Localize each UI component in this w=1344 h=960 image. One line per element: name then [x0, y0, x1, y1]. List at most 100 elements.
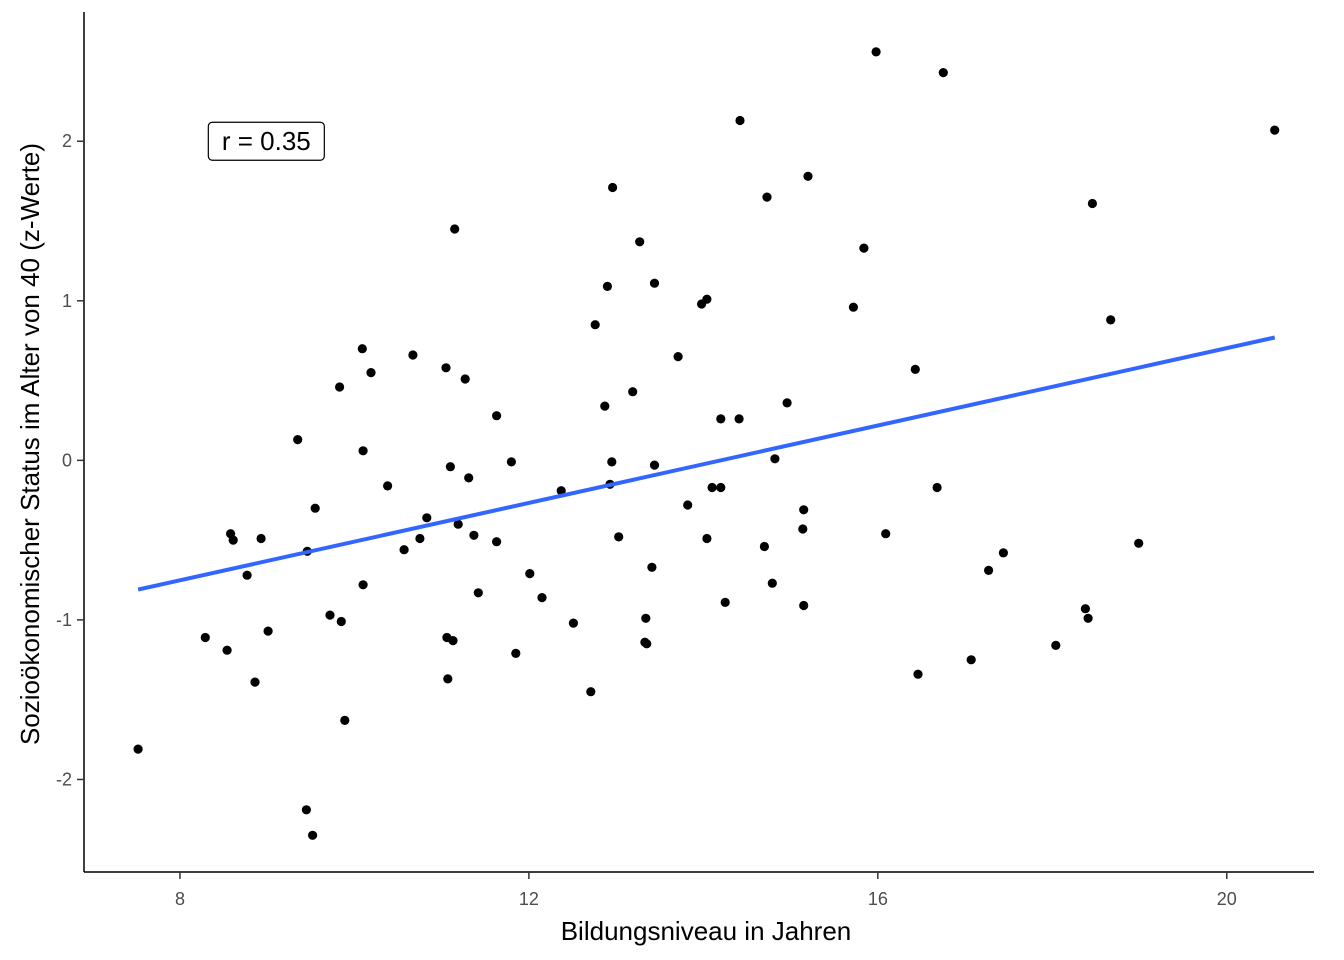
x-tick-label: 16 — [868, 889, 888, 909]
data-point — [525, 569, 535, 579]
data-point — [336, 616, 346, 627]
data-point — [702, 533, 712, 544]
data-point — [568, 618, 579, 628]
data-point — [308, 830, 318, 840]
data-point — [1087, 198, 1097, 209]
data-point — [600, 401, 610, 411]
data-point — [408, 350, 418, 360]
data-point — [473, 588, 483, 598]
data-point — [453, 519, 463, 529]
data-point — [242, 570, 252, 580]
y-axis-ticks: -2 -1 0 1 2 — [56, 131, 84, 789]
data-point — [492, 411, 502, 421]
data-point — [492, 537, 502, 547]
data-point — [200, 632, 210, 643]
data-point — [415, 533, 425, 544]
data-point — [673, 352, 683, 362]
data-point — [586, 687, 596, 697]
data-point — [335, 382, 345, 392]
data-point — [590, 320, 600, 330]
x-tick-label: 12 — [519, 889, 539, 909]
data-point — [871, 47, 881, 57]
data-point — [984, 565, 994, 576]
data-point — [649, 460, 660, 470]
data-point — [310, 503, 320, 513]
data-point — [966, 655, 976, 665]
data-point — [759, 541, 770, 552]
data-point — [448, 636, 458, 646]
data-point — [932, 482, 942, 493]
data-point — [782, 398, 792, 408]
data-point — [358, 580, 368, 590]
annotation-label: r = 0.35 — [222, 126, 311, 156]
data-point — [441, 363, 451, 373]
data-point — [647, 562, 657, 572]
data-point — [556, 486, 566, 496]
data-point — [735, 115, 745, 126]
data-point — [608, 182, 618, 193]
data-point — [1270, 125, 1280, 135]
data-point — [133, 744, 143, 754]
data-point — [1134, 538, 1144, 548]
data-point — [222, 645, 232, 655]
data-point — [683, 500, 693, 510]
data-point — [464, 473, 474, 483]
data-point — [1051, 640, 1061, 651]
data-point — [716, 482, 726, 493]
points-layer — [133, 47, 1280, 840]
data-point — [649, 278, 660, 288]
data-point — [799, 600, 809, 611]
data-point — [301, 805, 311, 815]
data-point — [250, 677, 260, 687]
data-point — [325, 610, 335, 620]
data-point — [707, 482, 717, 493]
data-point — [913, 669, 923, 679]
data-point — [938, 68, 948, 78]
data-point — [537, 593, 547, 603]
data-point — [716, 414, 726, 424]
data-point — [910, 364, 920, 374]
data-point — [859, 243, 869, 253]
data-point — [614, 532, 624, 542]
data-point — [998, 548, 1009, 558]
x-tick-label: 8 — [175, 889, 185, 909]
data-point — [469, 530, 479, 540]
data-point — [450, 224, 460, 234]
data-point — [340, 715, 350, 726]
data-point — [628, 387, 638, 397]
x-axis-ticks: 8 12 16 20 — [175, 872, 1237, 909]
y-tick-label: -2 — [56, 769, 72, 789]
regression-line — [137, 335, 1276, 592]
annotation-box — [207, 121, 325, 161]
data-point — [762, 192, 772, 202]
data-point — [798, 524, 808, 534]
data-point — [263, 626, 273, 636]
data-point — [642, 639, 652, 649]
data-point — [506, 457, 516, 467]
data-point — [720, 597, 730, 608]
y-tick-label: 2 — [62, 131, 72, 151]
y-tick-label: 0 — [62, 450, 72, 470]
y-tick-label: -1 — [56, 610, 72, 630]
data-point — [358, 446, 368, 456]
data-point — [460, 374, 470, 384]
data-point — [445, 462, 455, 472]
data-point — [228, 535, 238, 545]
data-point — [357, 344, 367, 354]
correlation-annotation: r = 0.35 — [207, 121, 325, 161]
data-point — [399, 545, 409, 555]
data-point — [366, 368, 376, 378]
data-point — [602, 281, 613, 291]
data-point — [641, 613, 651, 623]
data-point — [1080, 604, 1090, 614]
data-point — [635, 237, 645, 247]
data-point — [734, 414, 744, 424]
data-point — [511, 648, 521, 659]
x-tick-label: 20 — [1217, 889, 1237, 909]
data-point — [881, 529, 891, 539]
data-point — [702, 294, 712, 304]
y-tick-label: 1 — [62, 291, 72, 311]
data-point — [1106, 315, 1116, 325]
data-point — [767, 578, 777, 588]
